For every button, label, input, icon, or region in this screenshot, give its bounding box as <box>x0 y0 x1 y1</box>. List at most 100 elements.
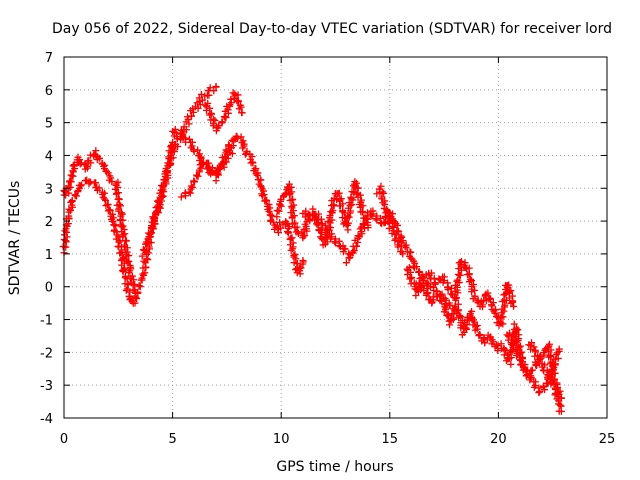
data-point <box>460 261 468 269</box>
data-point <box>265 200 273 208</box>
data-point <box>322 222 330 230</box>
data-point <box>206 104 214 112</box>
data-point <box>489 299 497 307</box>
data-point <box>109 210 117 218</box>
data-point <box>412 291 420 299</box>
data-point <box>413 286 421 294</box>
data-point <box>210 87 218 95</box>
data-point <box>73 192 81 200</box>
data-point <box>392 231 400 239</box>
data-point <box>388 222 396 230</box>
data-point <box>499 297 507 305</box>
data-point <box>555 345 563 353</box>
data-point <box>329 201 337 209</box>
data-point <box>194 104 202 112</box>
data-point <box>164 167 172 175</box>
data-point <box>454 276 462 284</box>
data-point <box>198 96 206 104</box>
data-point <box>556 401 564 409</box>
data-point <box>240 142 248 150</box>
data-point <box>222 146 230 154</box>
data-point <box>85 157 93 165</box>
data-point <box>458 257 466 265</box>
data-point <box>380 189 388 197</box>
y-tick-label: 1 <box>45 248 53 263</box>
data-point <box>212 83 220 91</box>
data-point <box>208 110 216 118</box>
data-point <box>249 159 257 167</box>
data-point <box>118 210 126 218</box>
data-point <box>346 253 354 261</box>
y-tick-label: 3 <box>45 182 53 197</box>
data-point <box>277 197 285 205</box>
data-point <box>170 148 178 156</box>
y-tick-label: 6 <box>45 84 53 99</box>
data-point <box>269 218 277 226</box>
data-point <box>463 315 471 323</box>
chart-title: Day 056 of 2022, Sidereal Day-to-day VTE… <box>52 21 612 37</box>
series-track-13 <box>373 182 407 258</box>
data-point <box>361 224 369 232</box>
data-point <box>218 119 226 127</box>
data-point <box>184 113 192 121</box>
data-point <box>261 197 269 205</box>
data-point <box>373 216 381 224</box>
data-point <box>162 180 170 188</box>
data-point <box>101 195 109 203</box>
series-track-5 <box>138 138 177 260</box>
data-point <box>115 205 123 213</box>
data-point <box>475 332 483 340</box>
data-point <box>453 283 461 291</box>
data-point <box>173 133 181 141</box>
series-track-17 <box>525 339 565 415</box>
data-point <box>128 279 136 287</box>
data-point <box>513 349 521 357</box>
data-point <box>182 192 190 200</box>
data-point <box>238 109 246 117</box>
data-point <box>443 311 451 319</box>
data-point <box>131 299 139 307</box>
data-point <box>194 172 202 180</box>
data-point <box>119 268 127 276</box>
data-point <box>531 346 539 354</box>
data-point <box>486 294 494 302</box>
data-point <box>553 395 561 403</box>
data-point <box>107 215 115 223</box>
data-point <box>196 150 204 158</box>
data-point <box>471 286 479 294</box>
data-point <box>384 207 392 215</box>
data-point <box>95 154 103 162</box>
data-point <box>237 133 245 141</box>
data-point <box>281 221 289 229</box>
data-point <box>180 128 188 136</box>
data-point <box>234 91 242 99</box>
data-point <box>545 340 553 348</box>
series-track-8 <box>212 132 307 278</box>
data-point <box>177 193 185 201</box>
data-point <box>369 210 377 218</box>
series-track-7 <box>177 159 220 201</box>
data-point <box>357 196 365 204</box>
data-point <box>225 142 233 150</box>
data-point <box>548 379 556 387</box>
data-point <box>221 153 229 161</box>
data-point <box>288 213 296 221</box>
data-point <box>169 138 177 146</box>
x-tick-label: 25 <box>599 432 616 447</box>
y-axis-label: SDTVAR / TECUs <box>7 181 23 296</box>
data-point <box>138 252 146 260</box>
data-point <box>153 208 161 216</box>
x-tick-label: 5 <box>168 432 176 447</box>
data-point <box>535 356 543 364</box>
data-point <box>83 164 91 172</box>
y-tick-label: 2 <box>45 215 53 230</box>
data-point <box>226 101 234 109</box>
data-point <box>121 246 129 254</box>
data-point <box>207 170 215 178</box>
data-point <box>490 307 498 315</box>
data-point <box>262 196 270 204</box>
data-point <box>444 286 452 294</box>
data-point <box>289 207 297 215</box>
data-points <box>59 83 565 415</box>
data-point <box>119 231 127 239</box>
